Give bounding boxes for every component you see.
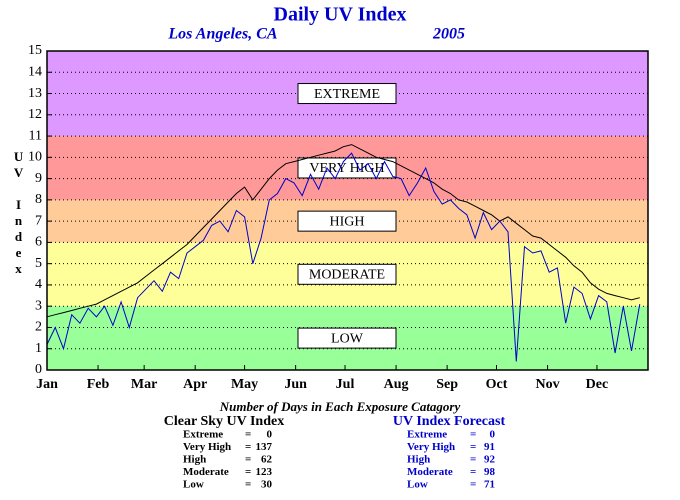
band-label-box <box>297 263 397 285</box>
y-tick-label: 11 <box>29 128 42 143</box>
band-label: MODERATE <box>309 268 385 283</box>
band-label: LOW <box>331 331 364 346</box>
row-value: 92 <box>484 454 496 466</box>
row-value: 137 <box>256 441 273 453</box>
row-separator: = <box>470 454 476 466</box>
band-label: HIGH <box>330 214 365 229</box>
x-tick-label: Dec <box>586 377 609 392</box>
y-tick-label: 12 <box>28 107 42 122</box>
y-axis-label: UV Index <box>11 149 26 277</box>
row-value: 98 <box>484 466 496 478</box>
chart-title: Daily UV Index <box>274 4 407 26</box>
y-tick-label: 6 <box>35 235 42 250</box>
row-separator: = <box>470 441 476 453</box>
x-tick-label: Mar <box>131 377 157 392</box>
row-separator: = <box>245 429 251 441</box>
table-title: Clear Sky UV Index <box>164 414 284 429</box>
y-tick-label: 1 <box>35 341 42 356</box>
y-tick-label: 10 <box>28 150 42 165</box>
row-separator: = <box>470 429 476 441</box>
row-label: Moderate <box>183 466 229 478</box>
row-value: 123 <box>256 466 273 478</box>
y-tick-label: 9 <box>35 171 42 186</box>
x-tick-label: Apr <box>183 377 207 392</box>
band-label-box <box>297 210 397 232</box>
row-value: 62 <box>261 454 273 466</box>
subtitle: Los Angeles, CA <box>167 26 278 43</box>
y-tick-label: 5 <box>35 256 42 271</box>
y-tick-label: 7 <box>35 213 42 228</box>
x-tick-label: Nov <box>535 377 559 392</box>
x-tick-label: Jun <box>284 377 307 392</box>
x-tick-label: Jan <box>36 377 58 392</box>
row-label: Low <box>183 479 204 491</box>
row-label: Moderate <box>407 466 453 478</box>
band-label: EXTREME <box>314 87 380 102</box>
series-line <box>46 152 641 362</box>
summary-title: Number of Days in Each Exposure Catagory <box>219 399 461 414</box>
y-tick-label: 15 <box>28 43 42 58</box>
row-label: High <box>183 454 206 466</box>
plot-frame <box>46 50 649 371</box>
y-tick-label: 2 <box>35 320 42 335</box>
x-tick-label: Oct <box>486 377 508 392</box>
row-separator: = <box>245 454 251 466</box>
band-label-box <box>297 83 397 105</box>
band-label-box <box>297 327 397 349</box>
x-tick-label: May <box>231 377 258 392</box>
y-tick-label: 3 <box>35 298 42 313</box>
row-label: Extreme <box>407 429 447 441</box>
row-label: Low <box>407 479 428 491</box>
row-separator: = <box>245 479 251 491</box>
row-value: 91 <box>484 441 495 453</box>
row-value: 30 <box>261 479 273 491</box>
row-value: 0 <box>490 429 496 441</box>
year: 2005 <box>432 26 465 43</box>
row-label: Very High <box>407 441 455 453</box>
x-tick-label: Jul <box>336 377 355 392</box>
row-separator: = <box>470 466 476 478</box>
y-tick-label: 13 <box>28 86 42 101</box>
y-tick-label: 4 <box>35 277 42 292</box>
row-label: High <box>407 454 430 466</box>
row-label: Very High <box>183 441 231 453</box>
row-label: Extreme <box>183 429 223 441</box>
y-tick-label: 0 <box>35 362 42 377</box>
row-separator: = <box>245 466 251 478</box>
y-tick-label: 14 <box>28 64 42 79</box>
row-separator: = <box>470 479 476 491</box>
x-tick-label: Sep <box>436 377 458 392</box>
row-separator: = <box>245 441 251 453</box>
x-tick-label: Feb <box>87 377 110 392</box>
row-value: 71 <box>484 479 495 491</box>
y-tick-label: 8 <box>35 192 42 207</box>
row-value: 0 <box>267 429 273 441</box>
table-title: UV Index Forecast <box>393 414 506 429</box>
series-line <box>46 144 640 318</box>
x-tick-label: Aug <box>384 377 409 392</box>
